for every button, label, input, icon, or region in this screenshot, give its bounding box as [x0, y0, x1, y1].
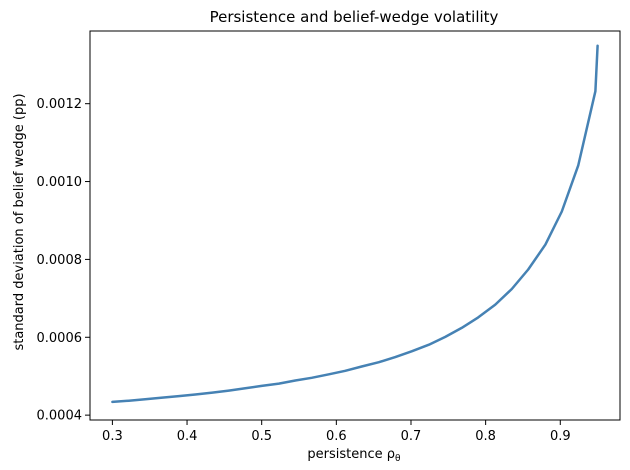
x-tick-label: 0.6	[326, 429, 347, 444]
y-tick-label: 0.0008	[37, 253, 83, 268]
y-tick-label: 0.0012	[37, 97, 83, 112]
y-tick-label: 0.0004	[37, 409, 83, 424]
x-tick-label: 0.4	[177, 429, 198, 444]
y-tick-label: 0.0006	[37, 331, 83, 346]
plot-frame	[89, 30, 621, 421]
x-tick-label: 0.3	[102, 429, 123, 444]
chart-title: Persistence and belief-wedge volatility	[210, 8, 499, 26]
x-axis-title: persistence ρθ	[307, 447, 401, 464]
series-line-0	[111, 44, 599, 404]
plot-area	[89, 30, 621, 421]
y-axis: 0.0004 0.0006 0.0008 0.0010 0.0012	[37, 97, 90, 424]
x-tick-label: 0.5	[251, 429, 272, 444]
x-tick-label: 0.9	[550, 429, 571, 444]
y-axis-title: standard deviation of belief wedge (pp)	[12, 93, 27, 350]
x-tick-label: 0.8	[475, 429, 496, 444]
y-tick-label: 0.0010	[37, 175, 83, 190]
x-axis-title-subscript: θ	[395, 454, 401, 464]
x-axis: 0.3 0.4 0.5 0.6 0.7 0.8 0.9	[102, 420, 571, 444]
x-tick-label: 0.7	[401, 429, 422, 444]
